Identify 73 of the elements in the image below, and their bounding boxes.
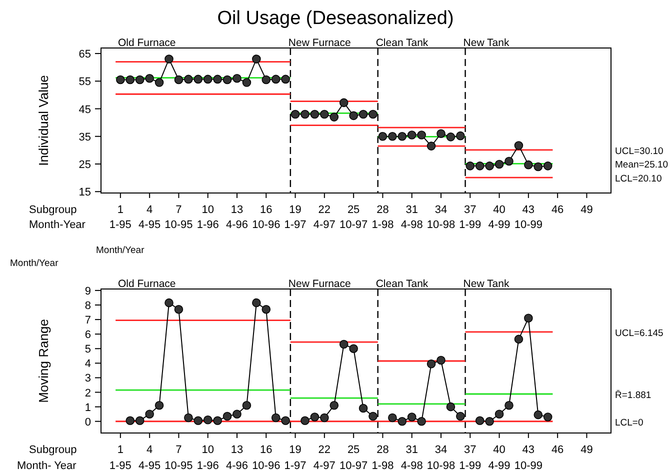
- x-tick-label: 28 1-98: [372, 444, 394, 470]
- y-tick-label: 1: [84, 402, 91, 414]
- y-tick-label: 55: [78, 76, 91, 88]
- text: Mean=25.10: [615, 160, 668, 171]
- annotation: Old Furnace: [118, 37, 176, 49]
- x-tick-label: 28 1-98: [372, 204, 394, 231]
- y-tick-label: 25: [78, 159, 91, 171]
- x-tick-label: 7 10-95: [164, 444, 193, 470]
- x-tick-label: 13 4-96: [226, 204, 248, 231]
- annotation: Clean Tank: [376, 37, 429, 49]
- y-tick-label: 6: [84, 329, 91, 342]
- y-axis-title: Individual Value: [36, 75, 51, 166]
- y-tick-label: 15: [78, 186, 91, 199]
- x-tick-label: 43 10-99: [514, 204, 542, 231]
- x-tick-label: 25 10-97: [340, 204, 368, 231]
- y-tick-label: 8: [84, 300, 91, 312]
- x-tick-label: 37 1-99: [459, 204, 482, 231]
- text: R̄=1.881: [615, 390, 652, 402]
- annotation: Old Furnace: [118, 278, 176, 290]
- y-tick-label: 4: [84, 358, 91, 370]
- y-tick-label: 3: [84, 372, 91, 385]
- x-tick-label: 10 1-96: [196, 204, 219, 231]
- text: Month-Year: [29, 219, 86, 231]
- x-tick-label: 22 4-97: [313, 444, 336, 470]
- text: Month/Year: [10, 258, 58, 269]
- y-tick-label: 0: [84, 416, 91, 428]
- text: Subgroup: [29, 204, 77, 216]
- text: Month- Year: [17, 460, 77, 470]
- x-tick-label: 49: [580, 204, 593, 216]
- x-tick-label: 7 10-95: [164, 204, 193, 231]
- annotation: Clean Tank: [376, 278, 429, 290]
- x-tick-label: 31 4-98: [400, 204, 423, 231]
- x-tick-label: 4 4-95: [138, 444, 161, 470]
- text: Month/Year: [96, 245, 144, 256]
- x-tick-label: 40 4-99: [488, 444, 510, 470]
- y-tick-label: 9: [84, 285, 91, 298]
- y-tick-label: 35: [78, 131, 91, 144]
- x-tick-label: 25 10-97: [340, 444, 368, 470]
- x-tick-label: 34 10-98: [426, 444, 456, 470]
- x-tick-label: 10 1-96: [196, 444, 219, 470]
- x-tick-label: 22 4-97: [313, 204, 336, 231]
- y-tick-label: 45: [78, 104, 91, 116]
- x-tick-label: 19 1-97: [284, 204, 306, 231]
- y-tick-label: 5: [84, 344, 91, 356]
- x-tick-label: 16 10-96: [252, 444, 280, 470]
- text: UCL=6.145: [615, 328, 664, 339]
- x-tick-label: 46: [551, 444, 564, 456]
- x-tick-label: 34 10-98: [426, 204, 456, 231]
- text: UCL=30.10: [615, 146, 664, 157]
- y-tick-label: 7: [84, 314, 91, 327]
- y-axis-title: Moving Range: [36, 319, 51, 403]
- annotation: New Furnace: [288, 37, 352, 49]
- x-tick-label: 37 1-99: [459, 444, 482, 470]
- x-tick-label: 43 10-99: [514, 444, 542, 470]
- x-tick-label: 16 10-96: [252, 204, 280, 231]
- annotation: New Tank: [463, 37, 510, 49]
- annotation: New Furnace: [288, 278, 352, 290]
- x-tick-label: 13 4-96: [226, 444, 248, 470]
- annotation: New Tank: [463, 278, 510, 290]
- x-tick-label: 31 4-98: [400, 444, 423, 470]
- x-tick-label: 46: [551, 204, 564, 216]
- x-tick-label: 1 1-95: [109, 444, 132, 470]
- x-tick-label: 19 1-97: [284, 444, 306, 470]
- text: LCL=20.10: [615, 174, 662, 185]
- y-tick-label: 65: [78, 48, 91, 61]
- y-tick-label: 2: [84, 387, 91, 400]
- x-tick-label: 49: [580, 444, 593, 456]
- x-tick-label: 4 4-95: [138, 204, 161, 231]
- x-tick-label: 1 1-95: [109, 204, 132, 231]
- text: Subgroup: [29, 444, 77, 456]
- chart-title: Oil Usage (Deseasonalized): [217, 8, 454, 29]
- text: LCL=0: [615, 417, 644, 428]
- x-tick-label: 40 4-99: [488, 204, 510, 231]
